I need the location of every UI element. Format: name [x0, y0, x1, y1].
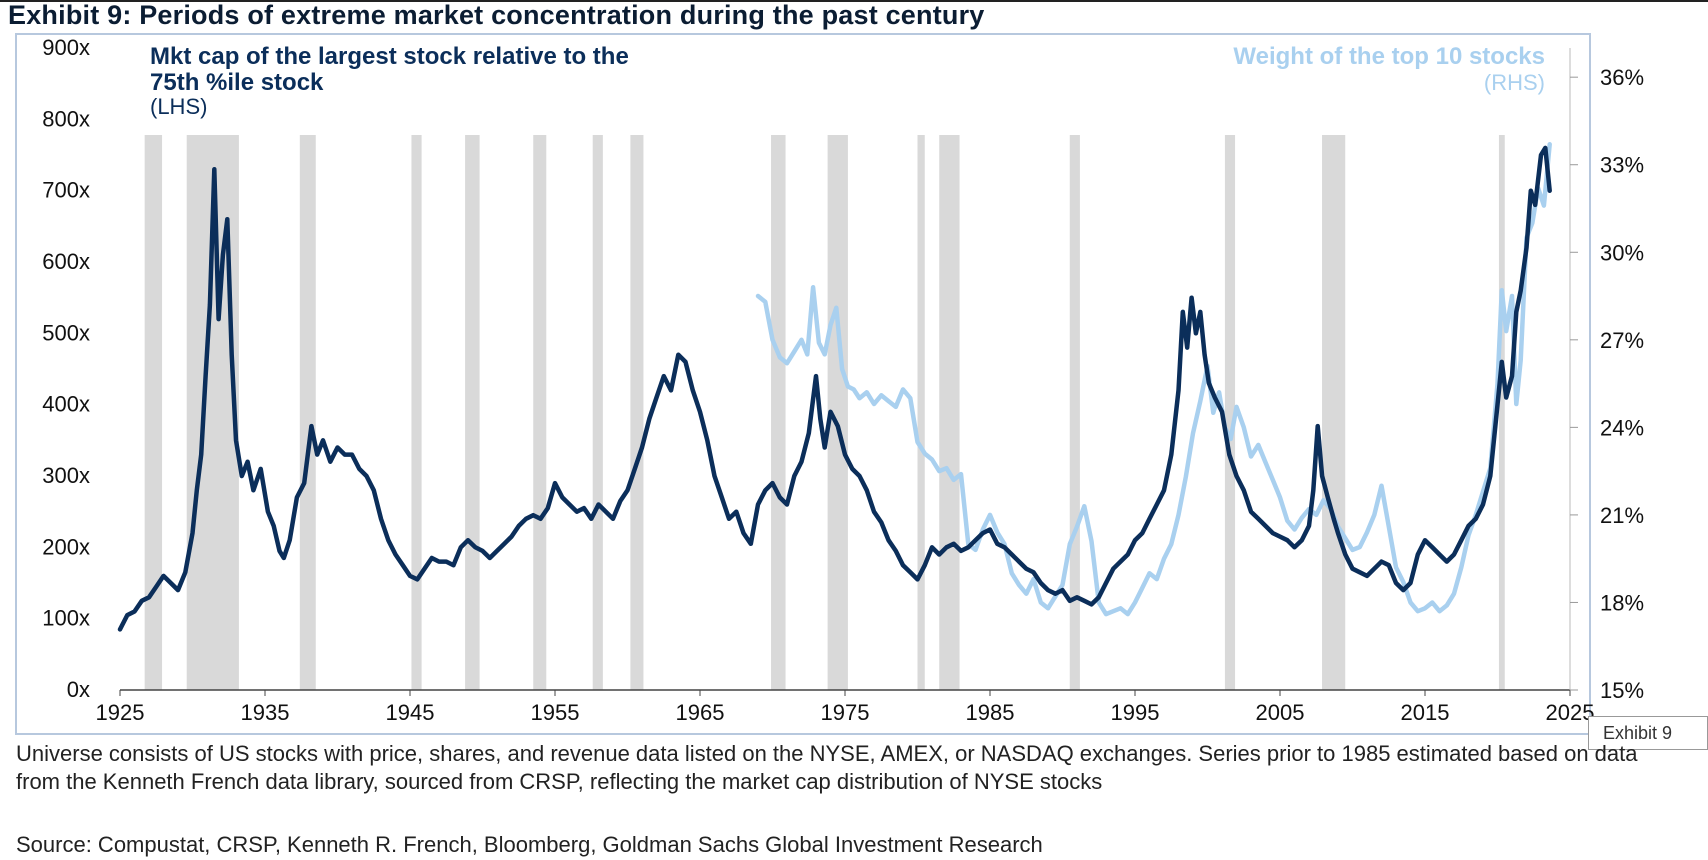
y-left-tick-label: 800x: [42, 106, 90, 131]
legend-rhs-line2: (RHS): [1484, 70, 1545, 95]
y-right-tick-label: 27%: [1600, 328, 1644, 353]
x-tick-label: 1925: [96, 700, 145, 725]
recession-band: [1322, 135, 1346, 690]
legend-lhs: Mkt cap of the largest stock relative to…: [150, 43, 629, 119]
legend-lhs-line2: 75th %ile stock: [150, 69, 324, 96]
y-left-tick-label: 900x: [42, 35, 90, 60]
x-tick-label: 1945: [386, 700, 435, 725]
y-left-tick-label: 200x: [42, 534, 90, 559]
recession-band: [1498, 135, 1505, 690]
exhibit-title: Exhibit 9: Periods of extreme market con…: [8, 0, 985, 30]
y-left-tick-label: 0x: [67, 677, 90, 702]
y-left-tick-label: 400x: [42, 392, 90, 417]
legend-lhs-line3: (LHS): [150, 94, 207, 119]
x-tick-label: 2015: [1401, 700, 1450, 725]
exhibit-tag: Exhibit 9: [1588, 716, 1708, 750]
chart: 1925 1935 1945 1955 1965 1975 1985 1995 2005 2015…: [15, 33, 1644, 735]
recession-band: [144, 135, 163, 690]
legend-lhs-line1: Mkt cap of the largest stock relative to…: [150, 43, 629, 70]
source-note: Source: Compustat, CRSP, Kenneth R. Fren…: [16, 832, 1043, 857]
y-right-tick-label: 36%: [1600, 65, 1644, 90]
y-right-tick-label: 15%: [1600, 678, 1644, 703]
y-left-tick-label: 100x: [42, 606, 90, 631]
y-right-tick-label: 21%: [1600, 503, 1644, 528]
x-tick-label: 1965: [676, 700, 725, 725]
x-tick-label: 2005: [1256, 700, 1305, 725]
x-tick-label: 1935: [241, 700, 290, 725]
y-right-tick-label: 24%: [1600, 415, 1644, 440]
recession-band: [939, 135, 960, 690]
y-right-tick-label: 33%: [1600, 153, 1644, 178]
recession-band: [465, 135, 480, 690]
recession-band: [1069, 135, 1080, 690]
recession-band: [299, 135, 316, 690]
footnote: Universe consists of US stocks with pric…: [16, 741, 1638, 794]
y-left-tick-label: 600x: [42, 249, 90, 274]
y-right-tick-label: 30%: [1600, 240, 1644, 265]
recession-band: [533, 135, 547, 690]
top-rule: [0, 0, 1708, 2]
series-line-lhs: [117, 145, 1552, 632]
x-tick-label: 1975: [821, 700, 870, 725]
y-left-tick-label: 700x: [42, 178, 90, 203]
recession-bands: [144, 135, 1505, 690]
recession-band: [917, 135, 925, 690]
y-right-tick-label: 18%: [1600, 590, 1644, 615]
recession-band: [1224, 135, 1236, 690]
recession-band: [592, 135, 603, 690]
plot-frame: [15, 33, 1591, 735]
series-line-rhs: [755, 142, 1552, 617]
x-tick-label: 1995: [1111, 700, 1160, 725]
recession-band: [827, 135, 848, 690]
legend-rhs-line1: Weight of the top 10 stocks: [1233, 43, 1545, 70]
y-left-tick-label: 500x: [42, 320, 90, 345]
recession-band: [771, 135, 786, 690]
y-left-tick-label: 300x: [42, 463, 90, 488]
legend-rhs: Weight of the top 10 stocks(RHS): [1233, 43, 1545, 95]
x-tick-label: 2025: [1546, 700, 1595, 725]
recession-band: [411, 135, 422, 690]
x-tick-label: 1985: [966, 700, 1015, 725]
recession-band: [630, 135, 644, 690]
x-tick-label: 1955: [531, 700, 580, 725]
